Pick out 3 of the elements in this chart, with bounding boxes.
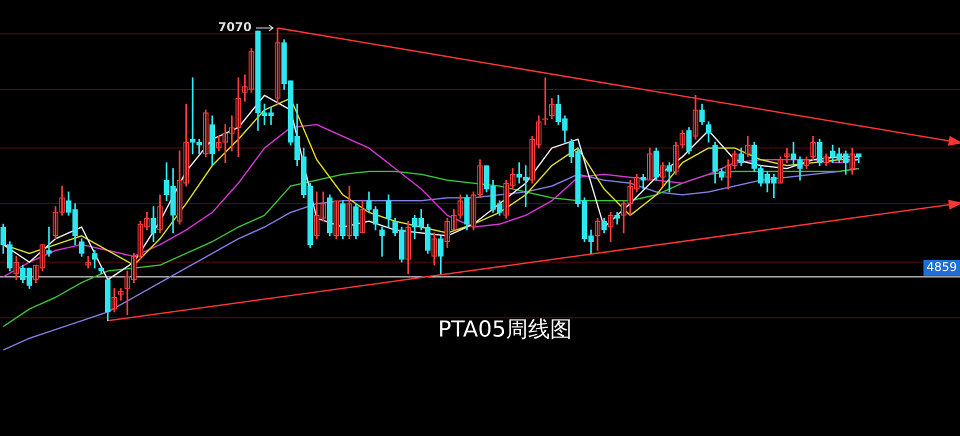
annotation: 4859 [926,260,958,274]
annotation: 7070 [218,20,252,34]
text: PTA05周线图 [438,318,572,343]
